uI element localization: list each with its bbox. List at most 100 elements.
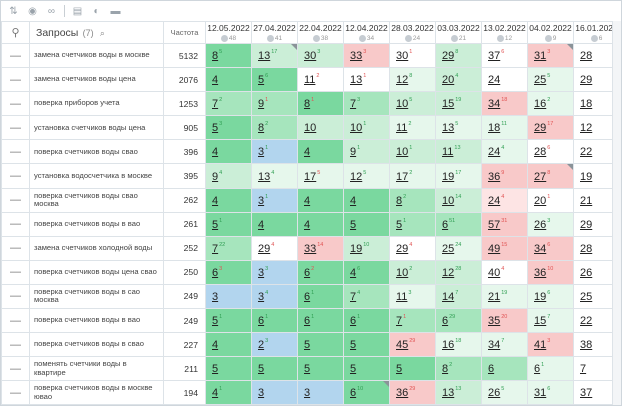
position-cell[interactable]: 303 bbox=[297, 42, 344, 69]
pin-column-header[interactable]: ⚲ bbox=[1, 21, 30, 44]
position-value[interactable]: 5 bbox=[396, 218, 403, 231]
position-value[interactable]: 12 bbox=[442, 266, 455, 279]
position-value[interactable]: 5 bbox=[396, 363, 403, 376]
position-value[interactable]: 10 bbox=[396, 146, 409, 159]
position-cell[interactable]: 1317 bbox=[251, 42, 298, 69]
position-value[interactable]: 13 bbox=[442, 122, 455, 135]
position-cell[interactable]: 244 bbox=[481, 187, 528, 213]
position-cell[interactable]: 128 bbox=[389, 67, 436, 93]
position-value[interactable]: 4 bbox=[212, 194, 219, 207]
date-header[interactable]: 04.02.2022 9 bbox=[527, 21, 574, 44]
position-value[interactable]: 20 bbox=[534, 194, 547, 207]
position-value[interactable]: 6 bbox=[442, 218, 449, 231]
position-value[interactable]: 3 bbox=[258, 290, 265, 303]
position-value[interactable]: 5 bbox=[258, 363, 265, 376]
position-cell[interactable]: 38 bbox=[573, 332, 620, 358]
position-cell[interactable]: 24 bbox=[481, 67, 528, 93]
position-value[interactable]: 49 bbox=[488, 242, 501, 255]
position-cell[interactable]: 196 bbox=[527, 283, 574, 310]
position-value[interactable]: 36 bbox=[534, 266, 547, 279]
position-value[interactable]: 22 bbox=[580, 315, 593, 328]
position-value[interactable]: 9 bbox=[212, 170, 219, 183]
position-cell[interactable]: 4 bbox=[205, 332, 252, 358]
position-cell[interactable]: 85 bbox=[205, 42, 252, 69]
position-cell[interactable]: 5 bbox=[205, 356, 252, 382]
position-value[interactable]: 3 bbox=[212, 290, 219, 303]
position-value[interactable]: 26 bbox=[534, 218, 547, 231]
position-cell[interactable]: 147 bbox=[435, 283, 482, 310]
position-value[interactable]: 13 bbox=[258, 50, 271, 63]
position-value[interactable]: 6 bbox=[350, 315, 357, 328]
position-cell[interactable]: 629 bbox=[435, 308, 482, 334]
position-value[interactable]: 4 bbox=[304, 194, 311, 207]
remove-query-icon[interactable]: — bbox=[1, 67, 30, 93]
position-cell[interactable]: 82 bbox=[251, 115, 298, 141]
position-value[interactable]: 3 bbox=[304, 387, 311, 400]
remove-query-icon[interactable]: — bbox=[1, 42, 30, 69]
position-value[interactable]: 24 bbox=[488, 194, 501, 207]
position-value[interactable]: 19 bbox=[534, 290, 547, 303]
position-cell[interactable]: 53 bbox=[205, 115, 252, 141]
position-value[interactable]: 41 bbox=[534, 339, 547, 352]
position-value[interactable]: 4 bbox=[304, 218, 311, 231]
position-value[interactable]: 35 bbox=[488, 315, 501, 328]
position-cell[interactable]: 91 bbox=[343, 139, 390, 165]
position-cell[interactable]: 135 bbox=[435, 115, 482, 141]
position-cell[interactable]: 4 bbox=[205, 139, 252, 165]
position-value[interactable]: 29 bbox=[580, 74, 593, 87]
position-cell[interactable]: 31 bbox=[251, 187, 298, 213]
position-value[interactable]: 10 bbox=[350, 122, 363, 135]
remove-query-icon[interactable]: — bbox=[1, 283, 30, 310]
position-value[interactable]: 28 bbox=[534, 146, 547, 159]
position-value[interactable]: 2 bbox=[258, 339, 265, 352]
position-cell[interactable]: 82 bbox=[389, 187, 436, 213]
position-cell[interactable]: 113 bbox=[389, 283, 436, 310]
position-cell[interactable]: 101 bbox=[343, 115, 390, 141]
position-cell[interactable]: 102 bbox=[389, 259, 436, 285]
position-cell[interactable]: 4915 bbox=[481, 235, 528, 261]
position-cell[interactable]: 651 bbox=[435, 211, 482, 237]
position-value[interactable]: 40 bbox=[488, 266, 501, 279]
position-value[interactable]: 5 bbox=[350, 363, 357, 376]
position-cell[interactable]: 74 bbox=[343, 283, 390, 310]
position-value[interactable]: 45 bbox=[396, 339, 409, 352]
position-cell[interactable]: 244 bbox=[481, 139, 528, 165]
position-value[interactable]: 4 bbox=[304, 146, 311, 159]
position-cell[interactable]: 34 bbox=[251, 283, 298, 310]
position-cell[interactable]: 61 bbox=[251, 308, 298, 334]
position-cell[interactable]: 134 bbox=[251, 163, 298, 189]
position-value[interactable]: 8 bbox=[396, 194, 403, 207]
remove-query-icon[interactable]: — bbox=[1, 356, 30, 382]
position-value[interactable]: 3 bbox=[258, 194, 265, 207]
position-cell[interactable]: 610 bbox=[343, 380, 390, 405]
position-value[interactable]: 20 bbox=[442, 74, 455, 87]
position-cell[interactable]: 1014 bbox=[435, 187, 482, 213]
position-cell[interactable]: 61 bbox=[527, 356, 574, 382]
position-value[interactable]: 16 bbox=[534, 98, 547, 111]
position-value[interactable]: 6 bbox=[258, 315, 265, 328]
position-cell[interactable]: 201 bbox=[527, 187, 574, 213]
position-value[interactable]: 8 bbox=[442, 363, 449, 376]
position-value[interactable]: 13 bbox=[442, 387, 455, 400]
position-cell[interactable]: 4 bbox=[343, 187, 390, 213]
position-cell[interactable]: 3610 bbox=[527, 259, 574, 285]
position-value[interactable]: 29 bbox=[580, 218, 593, 231]
position-value[interactable]: 25 bbox=[534, 74, 547, 87]
position-value[interactable]: 37 bbox=[580, 387, 593, 400]
position-cell[interactable]: 1519 bbox=[435, 91, 482, 117]
position-cell[interactable]: 316 bbox=[527, 380, 574, 405]
position-value[interactable]: 4 bbox=[212, 146, 219, 159]
position-cell[interactable]: 41 bbox=[205, 380, 252, 405]
position-value[interactable]: 4 bbox=[350, 194, 357, 207]
contrast-icon[interactable]: ◐ bbox=[93, 5, 100, 17]
position-value[interactable]: 11 bbox=[442, 146, 454, 159]
position-cell[interactable]: 175 bbox=[297, 163, 344, 189]
position-cell[interactable]: 63 bbox=[205, 259, 252, 285]
position-cell[interactable]: 51 bbox=[205, 308, 252, 334]
position-cell[interactable]: 1910 bbox=[343, 235, 390, 261]
position-value[interactable]: 21 bbox=[488, 290, 501, 303]
position-cell[interactable]: 376 bbox=[481, 42, 528, 69]
position-value[interactable]: 34 bbox=[488, 339, 501, 352]
position-cell[interactable]: 3520 bbox=[481, 308, 528, 334]
date-header[interactable]: 22.04.2022 38 bbox=[297, 21, 344, 44]
